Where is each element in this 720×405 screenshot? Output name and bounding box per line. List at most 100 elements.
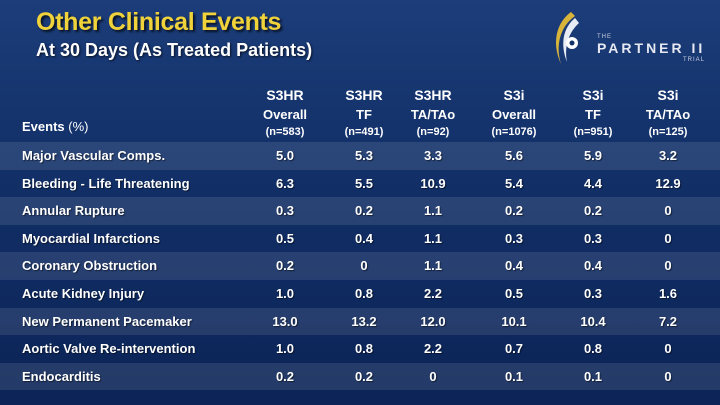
table-cell: 13.0 [272, 313, 298, 329]
table-cell: 13.2 [351, 313, 377, 329]
column-header: S3HR TA/TAo (n=92) [393, 87, 473, 139]
row-label: Myocardial Infarctions [22, 230, 160, 246]
table-cell: 0.7 [504, 341, 524, 357]
column-n: (n=92) [416, 126, 450, 138]
table-cell: 0.5 [504, 285, 524, 301]
column-group: S3i [582, 87, 604, 103]
slide-header: Other Clinical Events At 30 Days (As Tre… [0, 0, 720, 80]
column-group: S3HR [345, 87, 383, 103]
row-label: Annular Rupture [22, 203, 125, 219]
table-cell: 0 [664, 203, 672, 219]
table-row: Annular Rupture 0.3 0.2 1.1 0.2 0.2 0 [0, 197, 720, 225]
table-cell: 5.0 [275, 148, 295, 163]
table-cell: 5.3 [354, 148, 374, 163]
column-n: (n=951) [573, 126, 613, 138]
table-cell: 1.6 [658, 285, 678, 301]
table-row: Coronary Obstruction 0.2 0 1.1 0.4 0.4 0 [0, 252, 720, 280]
slide-subtitle: At 30 Days (As Treated Patients) [36, 40, 313, 60]
table-cell: 0.2 [354, 368, 374, 384]
column-subgroup: TF [585, 107, 601, 122]
table-cell: 0.2 [583, 203, 603, 219]
table-cell: 3.3 [423, 148, 443, 163]
table-cell: 0.3 [583, 230, 603, 246]
table-cell: 6.3 [275, 175, 295, 191]
table-cell: 0.2 [354, 203, 374, 219]
table-cell: 0.2 [504, 203, 524, 219]
table-cell: 10.1 [501, 313, 527, 329]
table-cell: 0 [429, 368, 437, 384]
table-cell: 5.4 [504, 175, 524, 191]
table-cell: 1.0 [275, 341, 295, 357]
partner-trial-logo-icon [556, 12, 579, 64]
events-label: Events [22, 119, 65, 134]
table-cell: 0.1 [504, 368, 524, 384]
table-cell: 0.8 [354, 341, 374, 357]
slide-title: Other Clinical Events [36, 8, 282, 36]
table-row: Aortic Valve Re-intervention 1.0 0.8 2.2… [0, 335, 720, 363]
table-row: Bleeding - Life Threatening 6.3 5.5 10.9… [0, 170, 720, 198]
column-header: S3HR TF (n=491) [324, 87, 404, 139]
table-body: Major Vascular Comps. 5.0 5.3 3.3 5.6 5.… [0, 142, 720, 391]
table-cell: 0.4 [504, 258, 524, 274]
table-cell: 3.2 [658, 148, 678, 163]
table-cell: 5.6 [504, 148, 524, 163]
row-label: Aortic Valve Re-intervention [22, 341, 196, 357]
table-row: New Permanent Pacemaker 13.0 13.2 12.0 1… [0, 307, 720, 336]
column-subgroup: TA/TAo [410, 107, 456, 122]
table-cell: 0.1 [583, 368, 603, 384]
column-subgroup: TA/TAo [645, 107, 691, 122]
column-header: S3i Overall (n=1076) [474, 87, 554, 139]
column-group: S3i [657, 87, 679, 103]
row-label: Endocarditis [22, 368, 101, 384]
table-cell: 0.8 [354, 285, 374, 301]
column-group: S3i [503, 87, 525, 103]
column-group: S3HR [266, 87, 304, 103]
table-cell: 0 [664, 230, 672, 246]
table-cell: 0.3 [583, 285, 603, 301]
column-subgroup: Overall [262, 107, 308, 122]
logo-wordmark: PARTNER II [597, 40, 706, 56]
events-unit: (%) [68, 119, 89, 134]
table-cell: 10.4 [580, 313, 606, 329]
column-n: (n=583) [265, 126, 305, 138]
table-cell: 0.2 [275, 368, 295, 384]
column-n: (n=125) [648, 126, 688, 138]
table-cell: 1.0 [275, 285, 295, 301]
table-cell: 0.3 [504, 230, 524, 246]
table-cell: 0 [664, 258, 672, 274]
row-label: New Permanent Pacemaker [22, 313, 192, 329]
table-cell: 5.9 [583, 148, 603, 163]
column-n: (n=1076) [491, 126, 537, 138]
table-cell: 0.3 [275, 203, 295, 219]
row-label: Acute Kidney Injury [22, 285, 145, 301]
table-cell: 12.0 [420, 313, 446, 329]
table-cell: 10.9 [420, 175, 446, 191]
table-cell: 0 [360, 258, 368, 274]
table-row: Endocarditis 0.2 0.2 0 0.1 0.1 0 [0, 362, 720, 391]
column-header: S3HR Overall (n=583) [245, 87, 325, 139]
column-header: S3i TA/TAo (n=125) [628, 87, 708, 139]
logo-the-text: THE [597, 34, 612, 40]
table-cell: 1.1 [423, 203, 443, 219]
column-subgroup: Overall [491, 107, 537, 122]
logo-trial-text: TRIAL [683, 57, 706, 63]
column-subgroup: TF [356, 107, 372, 122]
column-header: S3i TF (n=951) [553, 87, 633, 139]
table-row: Myocardial Infarctions 0.5 0.4 1.1 0.3 0… [0, 225, 720, 253]
table-row: Major Vascular Comps. 5.0 5.3 3.3 5.6 5.… [0, 142, 720, 170]
table-cell: 1.1 [423, 258, 443, 274]
table-cell: 0.5 [275, 230, 295, 246]
table-cell: 4.4 [583, 175, 603, 191]
row-label: Bleeding - Life Threatening [22, 175, 190, 191]
events-column-header: Events (%) [22, 119, 88, 134]
row-label: Major Vascular Comps. [22, 148, 166, 163]
table-row: Acute Kidney Injury 1.0 0.8 2.2 0.5 0.3 … [0, 280, 720, 308]
row-label: Coronary Obstruction [22, 258, 158, 274]
table-cell: 2.2 [423, 285, 443, 301]
table-cell: 5.5 [354, 175, 374, 191]
partner-trial-logo: THE PARTNER II TRIAL [545, 8, 715, 70]
table-cell: 12.9 [655, 175, 681, 191]
table-cell: 7.2 [658, 313, 678, 329]
table-cell: 0.4 [583, 258, 603, 274]
table-cell: 1.1 [423, 230, 443, 246]
